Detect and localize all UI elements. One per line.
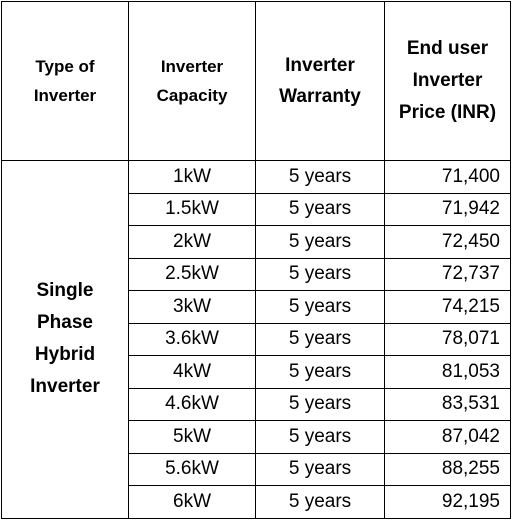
header-end-user-price: End user Inverter Price (INR) [384,1,511,161]
header-inverter-capacity: Inverter Capacity [128,1,256,161]
table-row: 1.5kW 5 years 71,942 [2,192,511,226]
price-cell: 71,400 [384,160,511,194]
capacity-cell: 6kW [128,485,256,519]
capacity-cell: 2kW [128,225,256,259]
header-capacity-line-1: Inverter [160,57,224,76]
header-warranty-line-2: Warranty [279,86,361,107]
table-row: 4.6kW 5 years 83,531 [2,387,511,421]
price-cell: 78,071 [384,322,511,356]
warranty-cell: 5 years [255,290,385,324]
header-price-line-2: Inverter [412,70,483,91]
warranty-cell: 5 years [255,355,385,389]
table-row: 2kW 5 years 72,450 [2,225,511,259]
header-inverter-warranty: Inverter Warranty [255,1,385,161]
header-type-line-1: Type of [35,57,95,76]
capacity-cell: 5kW [128,420,256,454]
table-row: 3kW 5 years 74,215 [2,290,511,324]
header-capacity-line-2: Capacity [156,86,228,105]
price-cell: 74,215 [384,290,511,324]
header-warranty-line-1: Inverter [285,55,355,76]
warranty-cell: 5 years [255,420,385,454]
type-line-2: Phase [37,312,93,334]
price-cell: 88,255 [384,452,511,486]
header-type-line-2: Inverter [33,86,97,105]
type-line-4: Inverter [30,376,100,398]
warranty-cell: 5 years [255,257,385,291]
warranty-cell: 5 years [255,160,385,194]
capacity-cell: 1.5kW [128,192,256,226]
table-row: 4kW 5 years 81,053 [2,355,511,389]
price-cell: 71,942 [384,192,511,226]
capacity-cell: 4.6kW [128,387,256,421]
table-row: 2.5kW 5 years 72,737 [2,257,511,291]
header-price-line-3: Price (INR) [398,102,497,123]
table-row: 5.6kW 5 years 88,255 [2,452,511,486]
type-line-1: Single [36,280,94,302]
price-cell: 83,531 [384,387,511,421]
capacity-cell: 4kW [128,355,256,389]
capacity-cell: 2.5kW [128,257,256,291]
table-row: Single Phase Hybrid Inverter 1kW 5 years… [1,160,511,519]
price-cell: 87,042 [384,420,511,454]
table-row: 3.6kW 5 years 78,071 [2,322,511,356]
type-of-inverter-cell: Single Phase Hybrid Inverter [1,160,129,519]
capacity-cell: 1kW [128,160,256,194]
warranty-cell: 5 years [255,485,385,519]
price-cell: 81,053 [384,355,511,389]
capacity-cell: 5.6kW [128,452,256,486]
warranty-cell: 5 years [255,322,385,356]
price-cell: 72,737 [384,257,511,291]
table-row: 6kW 5 years 92,195 [2,485,511,519]
type-line-3: Hybrid [34,344,96,366]
header-price-line-1: End user [406,38,489,59]
capacity-cell: 3kW [128,290,256,324]
warranty-cell: 5 years [255,452,385,486]
warranty-cell: 5 years [255,192,385,226]
price-cell: 72,450 [384,225,511,259]
warranty-cell: 5 years [255,387,385,421]
header-type-of-inverter: Type of Inverter [1,1,129,161]
table-row: 5kW 5 years 87,042 [2,420,511,454]
price-cell: 92,195 [384,485,511,519]
warranty-cell: 5 years [255,225,385,259]
capacity-cell: 3.6kW [128,322,256,356]
header-row: Type of Inverter Inverter Capacity Inver… [1,1,511,161]
